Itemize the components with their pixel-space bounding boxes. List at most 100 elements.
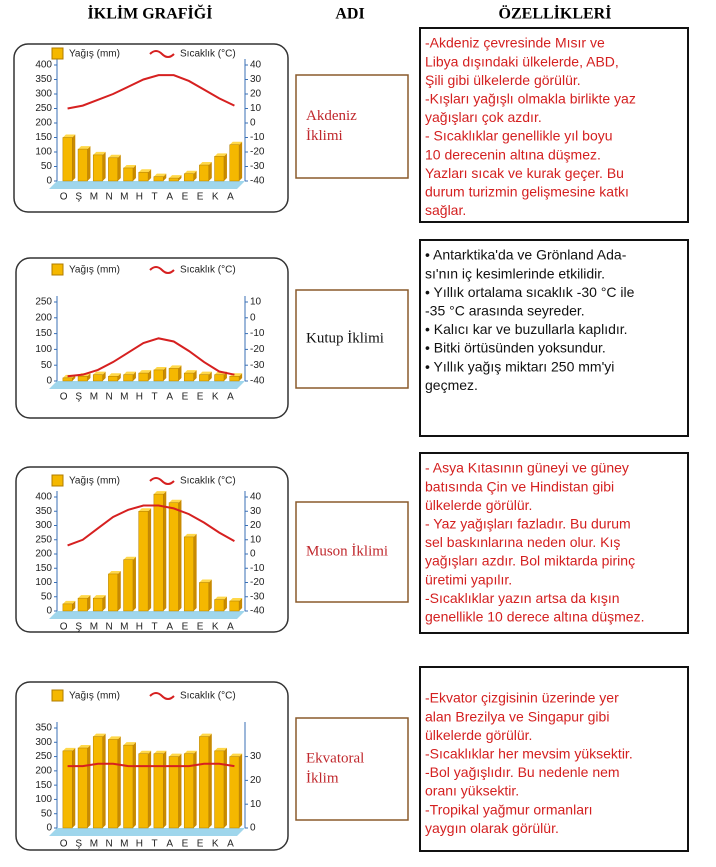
bar-top [153,173,167,177]
bar [138,372,149,382]
climate-name: İklim [306,770,339,786]
bar-top [184,170,197,174]
x-tick-label: Ş [75,839,82,850]
x-tick-label: M [120,192,128,203]
x-tick-label: E [182,622,189,633]
bar [214,599,225,612]
name-box [295,74,409,179]
bar [77,747,88,829]
bar-side [132,742,136,828]
y2-tick-label: -30 [250,591,265,602]
bar-top [169,499,182,503]
bar [123,559,134,612]
bar-top [123,742,136,746]
bar-top [169,365,182,369]
legend-swatch [51,474,64,487]
x-tick-label: H [136,192,143,203]
bar [77,148,88,182]
feature-line: genellikle 10 derece altına düşmez. [425,609,644,625]
chart-frame [15,257,289,419]
y-tick-label: 0 [46,606,52,617]
bar [108,376,119,382]
bar-side [208,162,212,181]
bar-side [178,365,182,381]
x-tick-label: N [105,392,112,403]
legend-label: Sıcaklık (°C) [180,49,236,60]
y2-tick-label: 0 [250,312,256,323]
y2-tick-label: 0 [250,549,256,560]
name-box [295,501,409,603]
y2-tick-label: 30 [250,74,262,85]
chart-frame [15,681,289,851]
bar-top [214,153,227,157]
bar [183,753,194,829]
bar [108,739,119,829]
y-tick-label: 200 [35,765,52,776]
legend-swatch [51,263,64,276]
bar [92,736,103,829]
x-tick-label: E [197,192,204,203]
y2-tick-label: 0 [250,118,256,129]
name-box [295,717,409,821]
bar-side [87,595,91,611]
bar-top [184,750,197,754]
legend-label: Sıcaklık (°C) [180,265,236,276]
bar-side [223,747,227,828]
x-tick-label: K [212,622,219,633]
feature-line: -Kışları yağışlı olmakla birlikte yaz [425,91,636,107]
legend-label: Sıcaklık (°C) [180,691,236,702]
y2-tick-label: -10 [250,328,265,339]
x-tick-label: M [120,839,128,850]
bar-side [239,141,243,181]
x-tick-label: Ş [75,192,82,203]
bar-side [102,371,106,381]
bar [153,493,164,612]
bar [62,750,73,829]
chart-floor [49,611,245,619]
bar-top [93,595,106,599]
bar-top [138,750,152,754]
y-tick-label: 350 [35,506,52,517]
x-tick-label: E [182,839,189,850]
y-tick-label: 300 [35,520,52,531]
bar [229,144,240,182]
y-tick-label: 400 [35,60,52,71]
x-tick-label: E [197,622,204,633]
bar-side [193,750,197,828]
header: ÖZELLİKLERİ [499,4,612,23]
bar-side [102,733,106,828]
feature-line: yağışları çok azdır. [425,109,542,125]
x-tick-label: H [136,622,143,633]
bar-top [62,134,76,138]
x-tick-label: O [60,839,68,850]
x-tick-label: A [166,622,173,633]
bar-top [108,154,121,158]
feature-line: Libya dışındaki ülkelerde, ABD, [425,53,619,69]
bar-top [184,533,197,537]
y-tick-label: 150 [35,132,52,143]
bar-top [78,146,91,150]
bar-top [138,508,152,512]
bar-top [169,175,182,179]
feature-line: -Ekvator çizgisinin üzerinde yer [425,690,619,706]
bar [62,603,73,612]
x-tick-label: A [166,192,173,203]
bar-side [132,371,136,381]
y-tick-label: 250 [35,103,52,114]
bar-side [148,508,152,611]
bar-side [72,747,76,828]
bar [123,744,134,829]
bar-side [72,600,76,611]
feature-line: oranı yüksektir. [425,783,519,799]
temperature-line [67,762,235,768]
y2-tick-label: 20 [250,89,262,100]
feature-line: Yazları sıcak ve kurak geçer. Bu [425,165,624,181]
y2-tick-label: -10 [250,563,265,574]
bar-top [229,598,243,602]
bar-side [178,499,182,611]
feature-box [419,239,689,437]
feature-line: - Sıcaklıklar genellikle yıl boyu [425,128,613,144]
x-tick-label: M [90,392,98,403]
feature-line: -Akdeniz çevresinde Mısır ve [425,35,605,51]
bar-side [163,366,167,381]
